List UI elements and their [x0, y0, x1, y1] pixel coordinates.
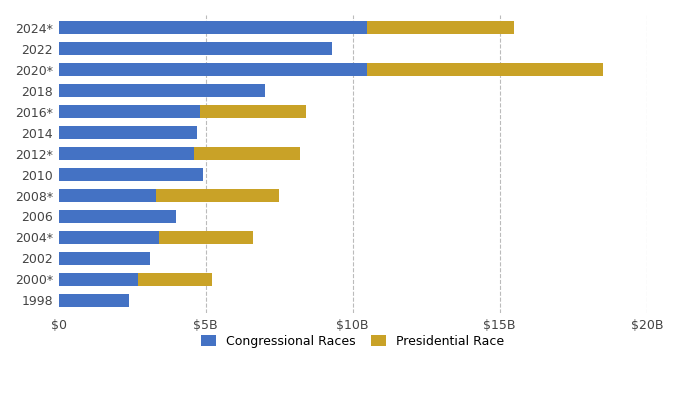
- Bar: [367, 21, 515, 34]
- Bar: [194, 147, 300, 160]
- Bar: [59, 252, 150, 265]
- Bar: [59, 189, 156, 202]
- Bar: [367, 63, 603, 76]
- Bar: [59, 105, 200, 118]
- Bar: [59, 147, 194, 160]
- Bar: [159, 231, 253, 244]
- Bar: [59, 63, 367, 76]
- Bar: [200, 105, 306, 118]
- Legend: Congressional Races, Presidential Race: Congressional Races, Presidential Race: [197, 331, 508, 352]
- Bar: [59, 231, 159, 244]
- Bar: [59, 294, 129, 307]
- Bar: [59, 210, 176, 223]
- Bar: [59, 84, 264, 97]
- Bar: [138, 273, 212, 286]
- Bar: [59, 21, 367, 34]
- Bar: [156, 189, 279, 202]
- Bar: [59, 168, 203, 181]
- Bar: [59, 126, 197, 139]
- Bar: [59, 273, 138, 286]
- Bar: [59, 42, 332, 56]
